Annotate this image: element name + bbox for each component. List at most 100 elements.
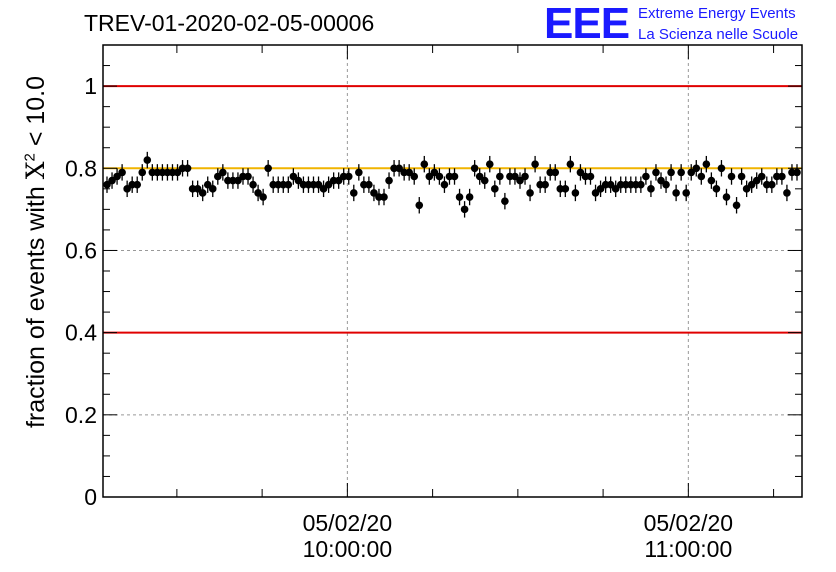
- y-axis-label-sup: 2: [21, 153, 39, 162]
- data-point: [143, 156, 152, 164]
- data-point: [652, 168, 660, 177]
- data-point: [712, 185, 721, 193]
- data-point: [637, 180, 645, 189]
- data-point: [450, 172, 459, 181]
- data-point: [219, 168, 227, 177]
- data-point: [370, 189, 378, 197]
- data-point: [611, 185, 620, 193]
- data-point: [435, 172, 444, 181]
- data-point: [677, 168, 685, 177]
- data-point: [642, 172, 650, 181]
- data-point: [440, 180, 449, 189]
- data-point: [294, 176, 303, 185]
- data-point: [667, 168, 675, 177]
- data-point: [697, 172, 706, 181]
- data-point: [264, 164, 272, 173]
- data-point: [334, 176, 343, 185]
- data-point: [455, 193, 464, 201]
- data-point: [657, 176, 665, 185]
- y-axis-label-chi: X: [21, 161, 50, 180]
- data-point: [737, 172, 746, 181]
- data-point: [183, 164, 192, 173]
- data-point: [757, 172, 766, 181]
- data-point: [747, 180, 756, 189]
- data-point: [768, 180, 776, 189]
- data-point: [732, 201, 741, 210]
- data-point: [410, 172, 419, 181]
- data-point: [123, 185, 131, 193]
- data-point: [430, 168, 439, 177]
- data-point: [496, 172, 504, 181]
- data-point: [722, 193, 731, 201]
- data-point: [460, 205, 469, 214]
- data-point: [596, 185, 605, 193]
- data-point: [566, 160, 575, 168]
- data-point: [576, 168, 585, 177]
- data-point: [541, 180, 549, 189]
- y-tick-label: 0.4: [65, 320, 97, 346]
- data-point: [244, 172, 252, 181]
- data-point: [289, 172, 298, 181]
- data-point: [395, 164, 403, 173]
- x-tick-label-date: 05/02/20: [303, 510, 393, 536]
- data-point: [118, 168, 126, 177]
- y-tick-label: 0.6: [65, 237, 97, 263]
- y-tick-label: 0.8: [65, 155, 97, 181]
- logo-text-line-1: Extreme Energy Events: [638, 5, 796, 22]
- data-point: [531, 160, 539, 168]
- data-point: [687, 168, 696, 177]
- data-point: [752, 176, 761, 185]
- data-point: [259, 193, 267, 201]
- y-axis-label: fraction of events with X2 < 10.0: [21, 76, 51, 428]
- data-point: [647, 185, 655, 193]
- data-point: [203, 180, 212, 189]
- chart-title: TREV-01-2020-02-05-00006: [84, 10, 375, 36]
- data-point: [415, 201, 424, 210]
- logo-text-line-2: La Scienza nelle Scuole: [638, 26, 799, 43]
- y-axis-label-after: < 10.0: [22, 75, 50, 154]
- data-point: [133, 180, 142, 189]
- plot-frame: [102, 44, 803, 498]
- x-tick-label-time: 10:00:00: [303, 536, 393, 562]
- data-point: [108, 176, 116, 185]
- x-tick-label-time: 11:00:00: [644, 536, 732, 562]
- data-point: [380, 193, 388, 201]
- data-point: [214, 172, 222, 181]
- data-point: [138, 168, 147, 177]
- data-point: [591, 189, 600, 197]
- y-tick-label: 0.2: [65, 402, 97, 428]
- data-point: [561, 185, 570, 193]
- data-point: [113, 172, 121, 181]
- data-point: [420, 160, 429, 168]
- y-tick-label: 0: [84, 484, 97, 510]
- data-point: [355, 168, 363, 177]
- data-point: [707, 176, 716, 185]
- data-point: [208, 185, 217, 193]
- data-point: [717, 164, 726, 173]
- data-point: [405, 168, 413, 177]
- data-point: [480, 176, 489, 185]
- y-axis-label-before: fraction of events with: [22, 179, 50, 429]
- data-point: [324, 180, 333, 189]
- data-point: [234, 176, 242, 185]
- data-point: [470, 164, 479, 173]
- data-point: [314, 180, 323, 189]
- data-point: [193, 185, 202, 193]
- data-point: [284, 180, 293, 189]
- data-point: [475, 172, 484, 181]
- data-point: [465, 193, 474, 201]
- data-point: [344, 172, 353, 181]
- data-point: [485, 160, 494, 168]
- x-tick-label-date: 05/02/20: [644, 510, 734, 536]
- data-point: [173, 168, 182, 177]
- data-point: [586, 172, 595, 181]
- data-point: [778, 172, 786, 181]
- data-point: [249, 180, 257, 189]
- data-point: [349, 189, 358, 197]
- data-point: [425, 172, 434, 181]
- data-point: [672, 189, 680, 197]
- data-point: [385, 176, 393, 185]
- y-tick-label: 1: [84, 73, 97, 99]
- data-point: [551, 168, 560, 177]
- data-point: [365, 180, 373, 189]
